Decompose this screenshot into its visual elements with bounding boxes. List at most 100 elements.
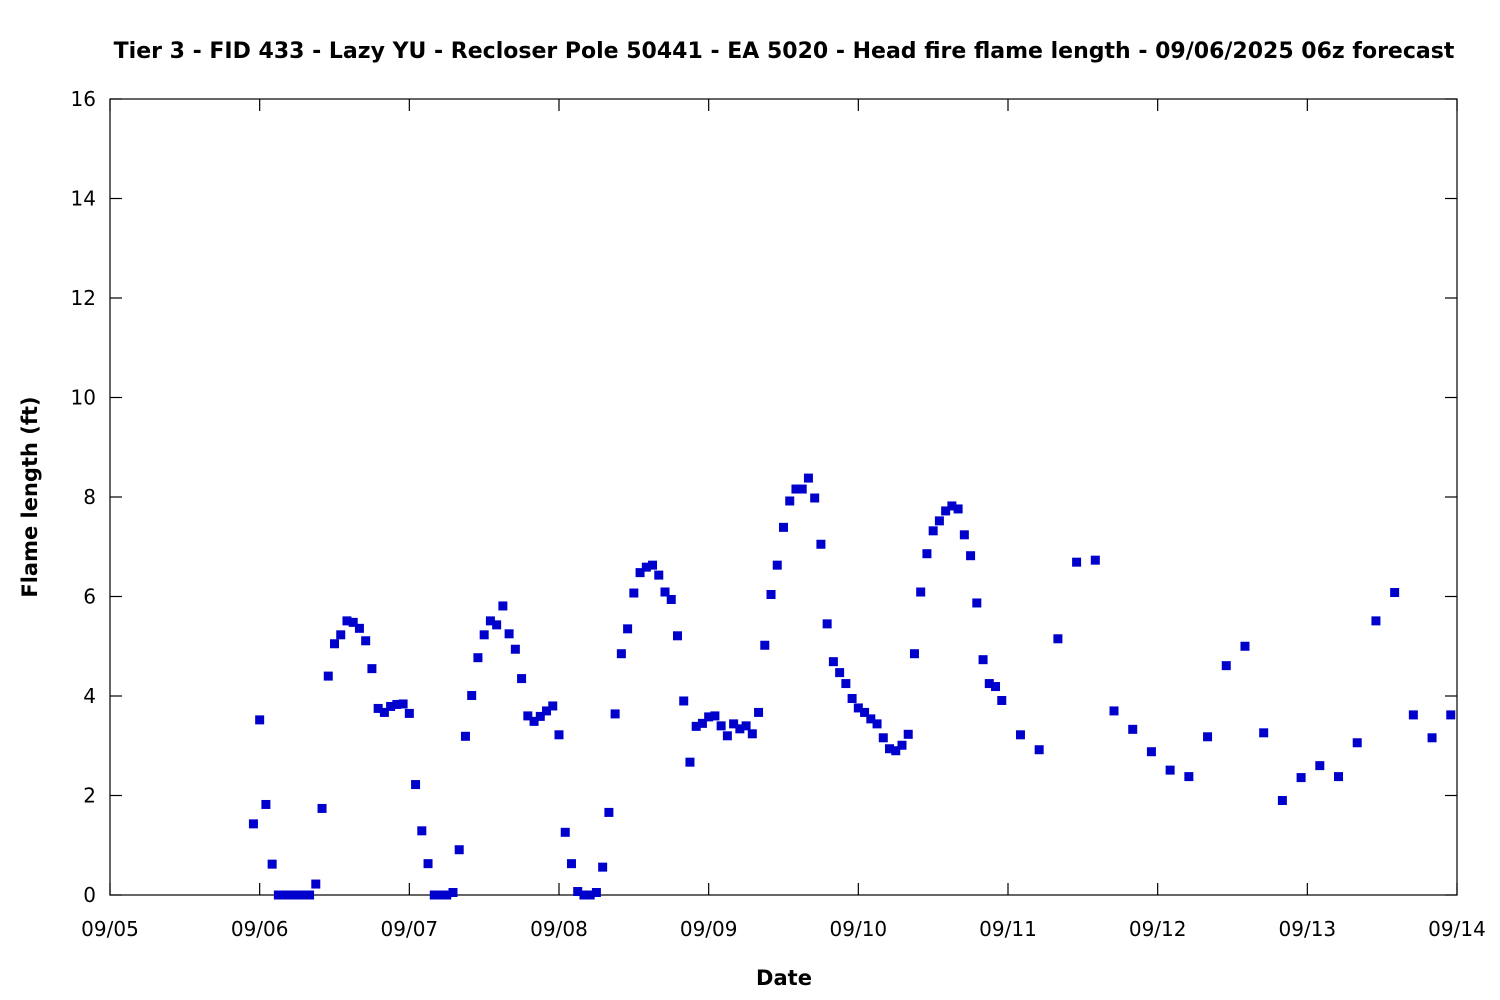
data-point (305, 890, 315, 900)
data-point (610, 709, 620, 719)
data-point (1221, 661, 1231, 671)
y-tick-label: 12 (71, 286, 96, 310)
data-point (922, 549, 932, 559)
data-point (978, 655, 988, 665)
y-tick-label: 6 (83, 585, 96, 609)
data-point (460, 731, 470, 741)
data-point (373, 703, 383, 713)
y-tick-label: 2 (83, 784, 96, 808)
data-point (909, 649, 919, 659)
data-point (828, 657, 838, 667)
data-point (379, 707, 389, 717)
data-point (1371, 616, 1381, 626)
data-point (292, 890, 302, 900)
data-point (429, 890, 439, 900)
data-point (485, 616, 495, 626)
data-point (1296, 773, 1306, 783)
data-point (1446, 710, 1456, 720)
data-point (1352, 738, 1362, 748)
x-tick-label: 09/12 (1129, 917, 1187, 941)
data-point (442, 890, 452, 900)
data-point (897, 740, 907, 750)
data-point (916, 587, 926, 597)
data-point (423, 859, 433, 869)
data-point (866, 714, 876, 724)
data-point (1090, 555, 1100, 565)
data-point (679, 696, 689, 706)
x-axis-label: Date (756, 966, 812, 990)
y-tick-label: 14 (71, 187, 96, 211)
data-point (878, 733, 888, 743)
x-tick-label: 09/06 (231, 917, 289, 941)
data-point (704, 712, 714, 722)
data-point (710, 711, 720, 721)
data-point (947, 501, 957, 511)
data-point (791, 484, 801, 494)
data-point (473, 653, 483, 663)
data-point (928, 526, 938, 536)
x-tick-label: 09/05 (81, 917, 139, 941)
data-point (959, 530, 969, 540)
data-point (317, 803, 327, 813)
data-point (772, 560, 782, 570)
data-point (604, 807, 614, 817)
data-point (417, 826, 427, 836)
data-point (722, 731, 732, 741)
data-point (966, 551, 976, 561)
data-point (1015, 730, 1025, 740)
data-point (716, 721, 726, 731)
data-point (747, 729, 757, 739)
chart-title: Tier 3 - FID 433 - Lazy YU - Recloser Po… (114, 39, 1455, 64)
plot-frame (109, 98, 1458, 896)
data-point (785, 496, 795, 506)
data-point (548, 701, 558, 711)
data-point (1334, 772, 1344, 782)
data-point (891, 746, 901, 756)
y-tick-label: 16 (71, 87, 96, 111)
data-point (616, 649, 626, 659)
data-point (754, 707, 764, 717)
data-point (1390, 588, 1400, 598)
data-point (934, 516, 944, 526)
data-point (847, 693, 857, 703)
data-point (311, 879, 321, 889)
data-point (1072, 557, 1082, 567)
data-point (1315, 761, 1325, 771)
data-point (860, 707, 870, 717)
data-point (953, 504, 963, 514)
data-point (354, 623, 364, 633)
data-point (591, 888, 601, 898)
data-point (492, 620, 502, 630)
data-point (629, 588, 639, 598)
data-point (1427, 733, 1437, 743)
data-point (498, 601, 508, 611)
data-point (411, 780, 421, 790)
data-point (691, 721, 701, 731)
data-point (323, 671, 333, 681)
data-point (641, 562, 651, 572)
data-point (797, 484, 807, 494)
data-point (885, 744, 895, 754)
data-point (392, 699, 402, 709)
data-point (598, 862, 608, 872)
data-point (903, 729, 913, 739)
data-point (835, 668, 845, 678)
data-point (729, 719, 739, 729)
data-point (803, 473, 813, 483)
data-point (779, 522, 788, 532)
data-point (1109, 706, 1119, 716)
data-point (1128, 724, 1138, 734)
data-point (448, 888, 458, 898)
data-point (1408, 710, 1418, 720)
data-point (984, 679, 994, 689)
y-tick-label: 4 (83, 684, 96, 708)
data-point (941, 506, 951, 516)
data-point (298, 890, 308, 900)
data-point (479, 630, 489, 640)
data-point (566, 859, 576, 869)
data-point (398, 699, 408, 709)
data-point (386, 701, 396, 711)
data-point (853, 703, 863, 713)
data-point (991, 682, 1001, 692)
